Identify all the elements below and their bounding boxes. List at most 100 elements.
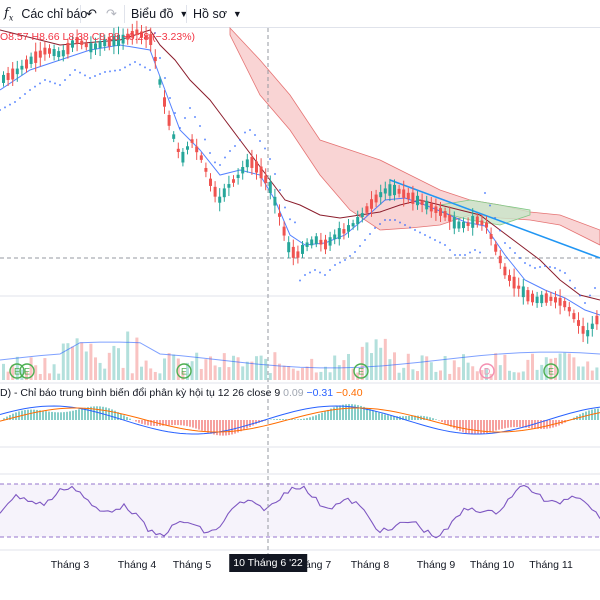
sar-dot: [304, 274, 306, 276]
macd-histogram-bar: [174, 420, 176, 426]
macd-histogram-bar: [111, 409, 113, 420]
sar-dot: [459, 254, 461, 256]
candle-body: [393, 184, 396, 196]
volume-bar: [245, 361, 249, 380]
sar-dot: [564, 272, 566, 274]
macd-legend[interactable]: D) - Chỉ báo trung bình biến đổi phân kỳ…: [0, 387, 363, 399]
sar-dot: [474, 249, 476, 251]
volume-bar: [181, 371, 185, 380]
candle-body: [204, 167, 208, 172]
volume-bar: [324, 366, 327, 380]
candle-body: [75, 37, 79, 44]
candle-body: [80, 40, 84, 45]
candle-body: [554, 297, 557, 303]
volume-bar: [71, 346, 74, 380]
sar-dot: [464, 254, 466, 256]
macd-histogram-bar: [477, 420, 479, 435]
candle-body: [264, 175, 268, 184]
volume-bar: [393, 352, 396, 380]
macd-histogram-bar: [294, 419, 296, 420]
macd-histogram-bar: [552, 420, 554, 428]
macd-histogram-bar: [396, 416, 398, 420]
macd-histogram-bar: [387, 415, 389, 420]
candle-body: [232, 179, 235, 183]
sar-dot: [534, 267, 536, 269]
candle-body: [222, 188, 226, 198]
volume-bar: [66, 343, 70, 380]
volume-bar: [577, 366, 580, 380]
macd-histogram-bar: [474, 420, 476, 435]
macd-histogram-bar: [78, 409, 80, 420]
candle-body: [117, 34, 120, 47]
earnings-marker-label: E: [24, 367, 30, 377]
sar-dot: [549, 266, 551, 268]
macd-histogram-bar: [363, 406, 365, 420]
volume-bar: [158, 373, 162, 380]
volume-bar: [319, 371, 323, 380]
volume-bar: [94, 357, 97, 380]
candle-body: [402, 189, 406, 198]
sar-dot: [109, 70, 111, 73]
candle-body: [287, 242, 291, 253]
macd-histogram-bar: [3, 418, 5, 420]
candle-body: [540, 294, 544, 304]
macd-histogram-bar: [375, 411, 377, 420]
macd-histogram-bar: [54, 412, 56, 420]
macd-histogram-bar: [162, 420, 164, 426]
volume-bar: [227, 367, 231, 380]
indicator-lines: [0, 29, 600, 316]
volume-bar: [429, 362, 433, 380]
candle-body: [278, 213, 281, 217]
candle-body: [84, 43, 88, 48]
volume-bar: [485, 368, 488, 380]
volume-bar: [406, 353, 410, 380]
candle-body: [218, 196, 222, 203]
sar-dot: [519, 257, 521, 259]
macd-histogram-bar: [549, 420, 551, 429]
sar-dot: [429, 236, 431, 239]
profile-menu-button[interactable]: Hồ sơ ▼: [193, 0, 242, 28]
chevron-down-icon: ▼: [232, 9, 242, 19]
macd-title: D) - Chỉ báo trung bình biến đổi phân kỳ…: [0, 387, 281, 399]
macd-histogram-bar: [417, 415, 419, 420]
chart-menu-button[interactable]: Biểu đồ ▼: [131, 0, 188, 28]
macd-histogram-bar: [435, 419, 437, 420]
sar-dot: [44, 79, 46, 81]
candle-body: [38, 50, 42, 58]
earnings-marker-icon: [176, 363, 192, 379]
macd-histogram-bar: [135, 420, 137, 422]
candle-body: [586, 330, 590, 337]
candle-body: [544, 293, 548, 303]
candle-body: [503, 266, 507, 276]
volume-bar: [153, 371, 157, 380]
macd-histogram-bar: [72, 410, 74, 420]
volume-bar: [176, 358, 180, 380]
undo-button[interactable]: ↶: [86, 0, 97, 28]
volume-bar: [268, 373, 272, 380]
volume-bar: [250, 361, 254, 380]
macd-histogram-bar: [351, 404, 353, 420]
macd-histogram-bar: [513, 420, 515, 428]
sar-dot: [39, 82, 41, 85]
candle-body: [130, 30, 134, 38]
candle-body: [508, 275, 511, 281]
macd-histogram-bar: [186, 420, 188, 427]
macd-histogram-bar: [36, 409, 38, 420]
macd-histogram-bar: [105, 407, 107, 420]
volume-bar: [241, 366, 245, 380]
macd-histogram-bar: [219, 420, 221, 436]
macd-histogram-bar: [42, 410, 44, 420]
crosshair-date-label: 10 Tháng 6 '22: [229, 554, 307, 572]
sar-dot: [484, 192, 486, 194]
sar-dot: [114, 69, 116, 72]
candle-body: [429, 203, 433, 212]
candle-body: [66, 42, 70, 55]
macd-histogram-bar: [492, 420, 494, 432]
sar-dot: [159, 57, 161, 59]
time-axis-label: Tháng 5: [172, 559, 212, 571]
sar-dot: [244, 131, 246, 134]
redo-button[interactable]: ↷: [106, 0, 117, 28]
indicators-button[interactable]: fx Các chỉ báo: [4, 0, 87, 28]
